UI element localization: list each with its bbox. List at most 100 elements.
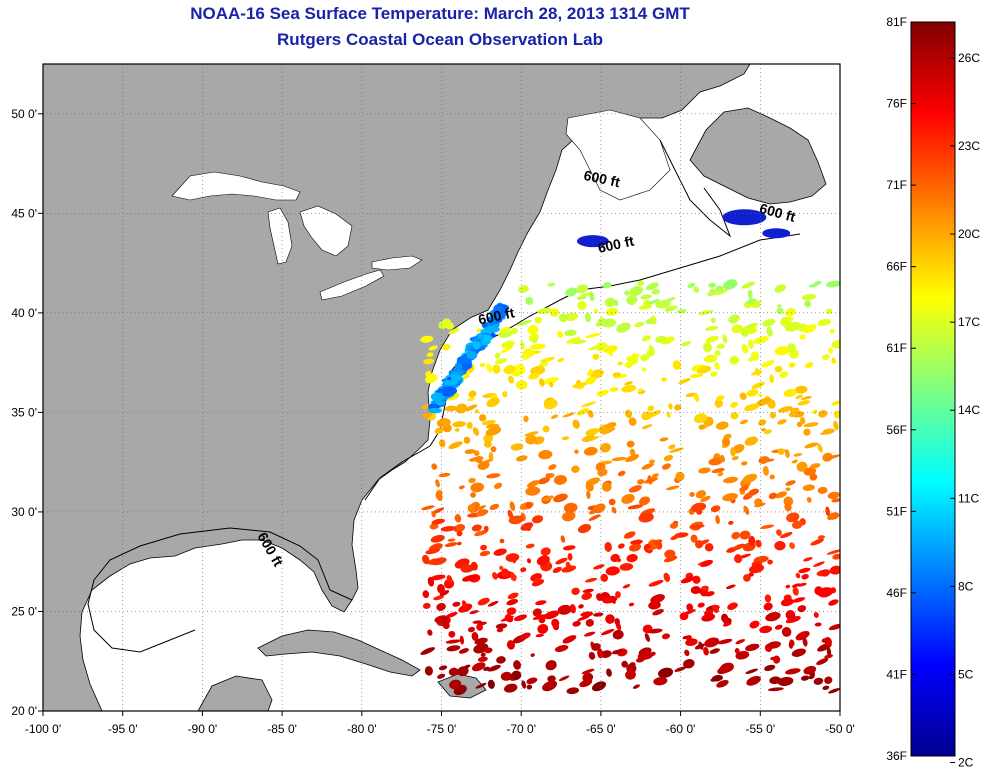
sst-patch [525,296,534,305]
sst-patch [637,280,645,286]
sst-patch [822,354,830,361]
sst-patch [549,308,560,317]
sst-patch [626,294,638,305]
sst-patch [698,424,705,430]
sst-patch [617,361,624,366]
sst-patch [663,572,671,582]
sst-patch [493,548,507,556]
sst-patch [502,391,508,398]
sst-patch [826,549,840,555]
sst-patch [794,385,808,394]
sst-patch [479,550,491,557]
sst-patch [528,373,540,380]
sst-patch [585,376,596,385]
sst-patch [747,289,753,300]
sst-patch [820,569,830,577]
sst-patch [551,618,560,628]
sst-patch [817,535,826,540]
sst-patch [480,652,486,657]
colorbar-fahrenheit-ticks: 81F 76F 71F 66F 61F 56F 51F 46F 41F 36F [886,15,916,763]
sst-patch [817,318,832,326]
x-tick-label: -90 0' [188,722,218,736]
sst-patch [530,365,546,376]
sst-patch [685,635,692,640]
sst-patch [605,308,619,316]
sst-patch [464,404,478,412]
sst-patch [722,334,728,344]
sst-patch [723,433,732,440]
sst-patch [424,666,433,676]
sst-patch [741,461,748,466]
colorbar-c-label: 2C [958,756,974,770]
sst-patch [647,545,660,551]
sst-patch [582,588,594,593]
sst-patch [712,604,719,614]
sst-patch [794,651,799,658]
sst-patch [589,291,595,302]
sst-patch [572,419,580,429]
sst-patch [641,462,654,470]
sst-patch [747,339,754,350]
sst-patch [744,329,757,335]
sst-patch [520,455,526,460]
sst-patch [743,322,759,330]
sst-patch [545,473,551,479]
sst-patch [659,437,669,442]
sst-patch [813,561,825,567]
sst-patch-shelf [441,386,458,396]
sst-patch [442,621,450,630]
sst-patch [791,459,798,464]
colorbar-f-label: 66F [886,260,907,274]
sst-patch [477,597,490,606]
sst-patch [764,429,772,435]
sst-patch [743,505,750,515]
sst-patch [751,381,765,390]
sst-patch [532,614,548,620]
sst-patch [714,399,723,408]
sst-patch [672,360,682,370]
sst-patch [763,465,769,476]
sst-patch [448,667,459,676]
sst-patch [486,423,500,429]
sst-patch [591,681,607,692]
sst-patch [548,381,554,388]
sst-patch [494,358,508,365]
sst-patch [651,289,661,295]
sst-patch [735,650,750,660]
sst-patch [467,397,475,402]
sst-patch [674,666,687,672]
sst-patch [542,425,550,433]
sst-patch [423,358,435,365]
sst-patch [828,688,840,694]
sst-patch [600,573,609,582]
sst-patch [429,523,439,530]
sst-patch [435,479,440,488]
sst-patch [725,584,736,590]
sst-patch [611,649,624,655]
sst-patch [708,457,723,466]
sst-patch [809,463,821,469]
sst-patch [535,633,544,638]
sst-patch [803,557,813,562]
sst-patch [772,655,781,664]
sst-patch [585,577,598,583]
sst-patch [762,318,776,327]
sst-patch [809,670,816,678]
sst-patch [572,382,588,388]
sst-patch [449,679,462,690]
sst-patch [507,375,515,384]
sst-patch [758,393,763,397]
sst-patch [722,437,731,447]
sst-patch [517,319,533,326]
sst-patch [796,461,808,472]
sst-patch [816,658,829,666]
colorbar-c-label: 23C [958,139,980,153]
lake-superior [171,171,301,201]
sst-patch [658,667,674,678]
sst-patch [625,454,640,463]
sst-patch [600,650,612,658]
sst-patch [500,671,513,681]
sst-patch [448,441,463,450]
sst-patch [593,564,605,570]
